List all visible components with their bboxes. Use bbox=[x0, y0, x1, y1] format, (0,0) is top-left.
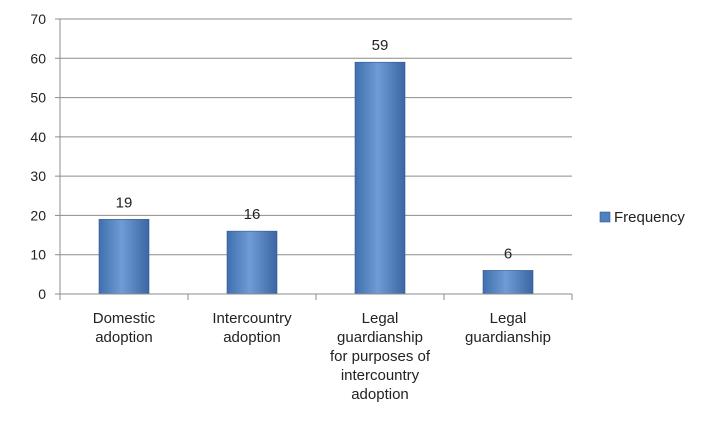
y-tick-label: 60 bbox=[30, 50, 46, 66]
x-tick-label-line: intercountry bbox=[341, 367, 420, 384]
legend: Frequency bbox=[599, 209, 685, 226]
x-tick-label-line: guardianship bbox=[337, 329, 423, 346]
bar bbox=[226, 230, 278, 295]
data-label: 6 bbox=[504, 245, 512, 262]
data-label: 16 bbox=[244, 206, 261, 223]
y-tick-label: 0 bbox=[38, 286, 46, 302]
x-tick-label: Legal guardianship bbox=[465, 310, 551, 346]
y-tick-label: 50 bbox=[30, 90, 46, 106]
x-tick-label-line: Intercountry bbox=[212, 310, 292, 327]
data-label: 19 bbox=[116, 194, 133, 211]
x-tick-label-line: Legal bbox=[490, 310, 527, 327]
x-tick-label: Domestic adoption bbox=[93, 310, 156, 346]
bars bbox=[98, 61, 534, 295]
y-tick-label: 70 bbox=[30, 11, 46, 27]
legend-swatch bbox=[599, 211, 611, 223]
bar bbox=[354, 61, 406, 295]
bar bbox=[482, 270, 534, 295]
data-label: 59 bbox=[372, 37, 389, 54]
y-axis: 0 10 20 30 40 50 60 70 bbox=[30, 11, 61, 302]
data-labels: 19 16 59 6 bbox=[116, 37, 513, 262]
y-tick-label: 30 bbox=[30, 168, 46, 184]
y-tick-label: 20 bbox=[30, 207, 46, 223]
x-tick-label-line: Domestic bbox=[93, 310, 156, 327]
x-tick-label-line: guardianship bbox=[465, 329, 551, 346]
x-tick-label: Legal guardianship for purposes of intercou… bbox=[330, 310, 431, 403]
legend-label: Frequency bbox=[614, 209, 685, 226]
x-tick-label: Intercountry adoption bbox=[212, 310, 292, 346]
x-tick-label-line: adoption bbox=[95, 329, 153, 346]
x-tick-label-line: for purposes of bbox=[330, 348, 431, 365]
x-tick-label-line: adoption bbox=[223, 329, 281, 346]
y-tick-label: 10 bbox=[30, 247, 46, 263]
y-tick-label: 40 bbox=[30, 129, 46, 145]
bar bbox=[98, 219, 150, 295]
x-tick-label-line: Legal bbox=[362, 310, 399, 327]
x-tick-label-line: adoption bbox=[351, 386, 409, 403]
